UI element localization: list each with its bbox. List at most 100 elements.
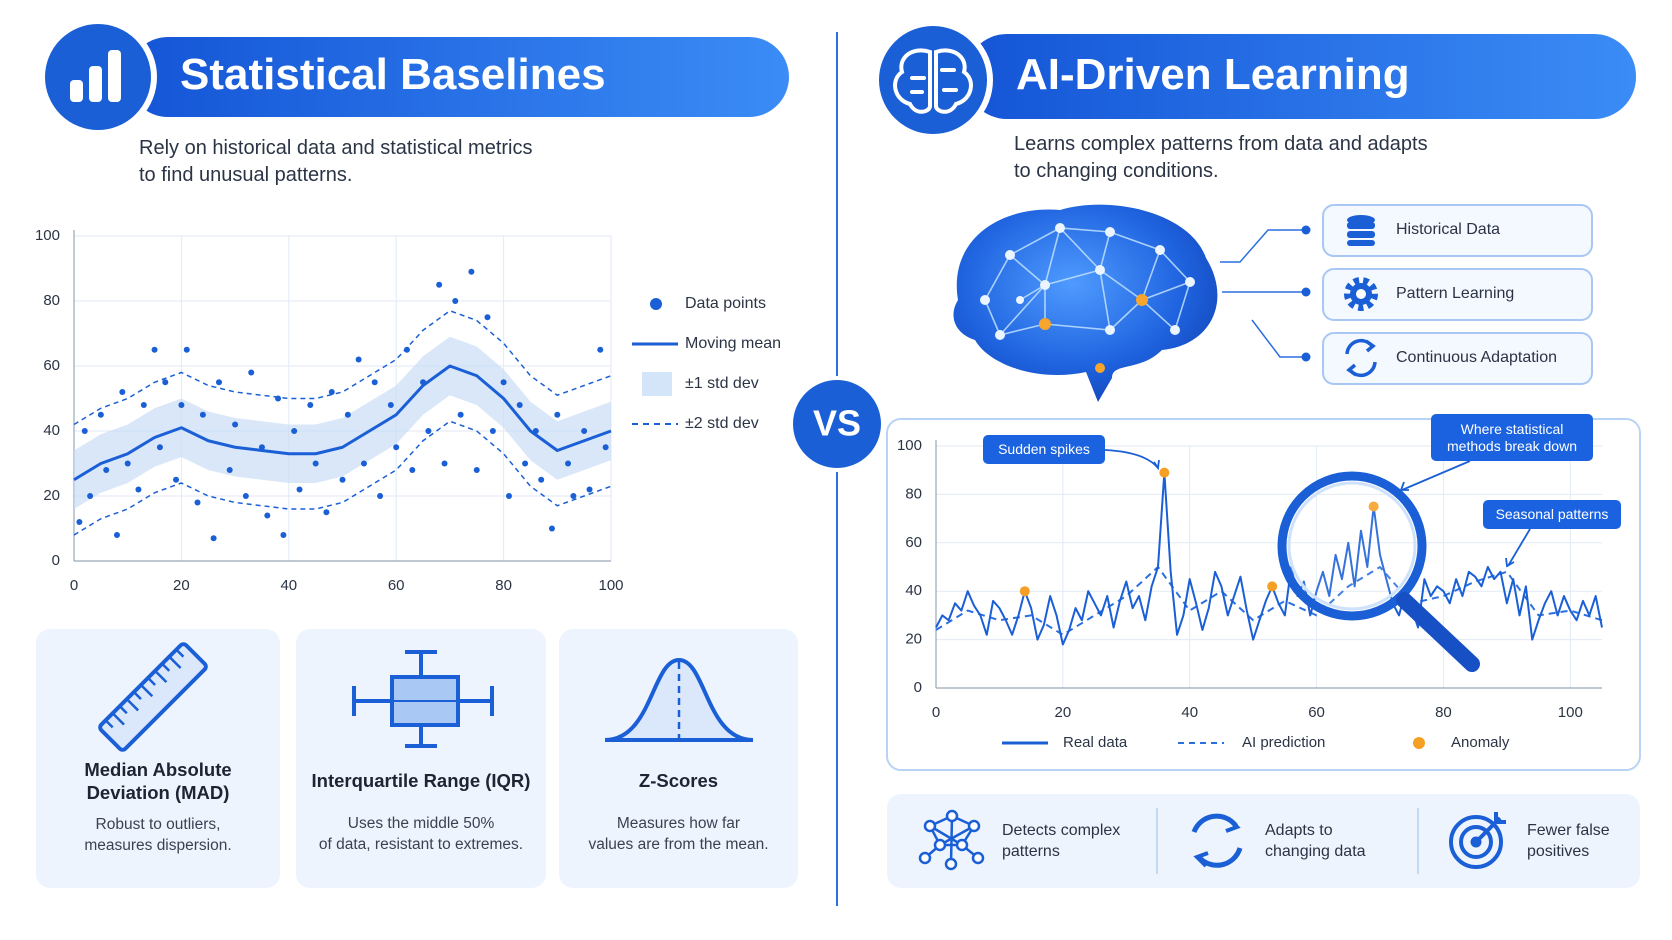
chart-card bbox=[886, 418, 1641, 771]
std-bound bbox=[73, 309, 612, 426]
anomaly-point bbox=[1019, 586, 1030, 597]
std-bound bbox=[73, 420, 612, 536]
step-label: Historical Data bbox=[1396, 221, 1501, 238]
card-desc: Robust to outliers, measures dispersion. bbox=[36, 814, 280, 856]
data-point bbox=[387, 402, 394, 408]
x-tick-label: 20 bbox=[1055, 704, 1072, 721]
x-tick-label: 40 bbox=[1181, 704, 1198, 721]
y-tick-label: 40 bbox=[905, 582, 922, 599]
subtitle-line: to changing conditions. bbox=[1014, 160, 1219, 182]
card bbox=[296, 629, 546, 888]
refresh-icon bbox=[1345, 338, 1377, 378]
annotation-line: Seasonal patterns bbox=[1495, 506, 1609, 522]
benefit: Detects complex patterns bbox=[1002, 820, 1120, 862]
boxplot-icon bbox=[352, 650, 494, 748]
data-point bbox=[97, 411, 104, 418]
data-point bbox=[215, 379, 222, 386]
data-point bbox=[194, 499, 201, 506]
data-point bbox=[554, 411, 561, 418]
x-tick-label: 60 bbox=[388, 577, 405, 594]
data-point bbox=[344, 411, 351, 418]
data-point bbox=[113, 532, 120, 538]
data-point bbox=[377, 493, 384, 499]
data-point bbox=[264, 512, 271, 519]
data-point bbox=[597, 346, 604, 353]
data-point bbox=[532, 428, 539, 434]
data-point bbox=[140, 402, 147, 408]
step-label: Pattern Learning bbox=[1396, 285, 1515, 302]
card-title: Deviation (MAD) bbox=[86, 782, 230, 803]
legend-symbol bbox=[642, 372, 672, 396]
target-icon bbox=[1449, 812, 1506, 869]
legend-label: Moving mean bbox=[685, 335, 781, 352]
annotation-line: methods break down bbox=[1447, 437, 1577, 454]
y-tick-label: 20 bbox=[905, 631, 922, 648]
x-tick-label: 100 bbox=[598, 577, 623, 594]
data-point bbox=[323, 509, 330, 516]
data-point bbox=[500, 379, 507, 386]
card-title: Median Absolute bbox=[84, 759, 232, 780]
data-point bbox=[484, 314, 491, 321]
legend-label: ±2 std dev bbox=[685, 415, 759, 432]
chart-ai: 0 20 40 60 80 100 0 20 40 60 80 100 Real data AI pred… bbox=[897, 437, 1603, 751]
y-tick-label: 80 bbox=[905, 485, 922, 502]
annotation: Where statistical methods break down bbox=[1431, 414, 1593, 461]
card-text: Z-Scores Measures how far values are from… bbox=[559, 769, 798, 855]
data-point bbox=[275, 395, 282, 402]
y-tick-label: 60 bbox=[905, 534, 922, 551]
annotation-line: Sudden spikes bbox=[998, 441, 1090, 457]
benefit: Fewer false positives bbox=[1527, 820, 1610, 862]
data-point bbox=[570, 493, 577, 499]
x-tick-label: 80 bbox=[1435, 704, 1452, 721]
card-text: Interquartile Range (IQR) Uses the middl… bbox=[296, 769, 546, 855]
data-point bbox=[452, 298, 459, 304]
y-tick-label: 20 bbox=[43, 487, 60, 504]
data-point bbox=[339, 476, 346, 483]
card-desc: Measures how far values are from the mean… bbox=[559, 813, 798, 855]
data-point bbox=[226, 467, 233, 473]
data-point bbox=[436, 281, 443, 288]
subtitle-line: Rely on historical data and statistical … bbox=[139, 137, 533, 159]
desc-line: of data, resistant to extremes. bbox=[318, 836, 524, 853]
right-title: AI-Driven Learning bbox=[1016, 50, 1410, 99]
legend-symbol bbox=[1413, 737, 1425, 749]
legend-label: Data points bbox=[685, 295, 766, 312]
data-point bbox=[312, 460, 319, 467]
y-tick-label: 100 bbox=[897, 437, 922, 454]
legend-symbol bbox=[650, 298, 662, 310]
anomaly-point bbox=[1368, 501, 1379, 512]
data-point bbox=[602, 444, 609, 451]
gear-icon bbox=[1344, 277, 1378, 311]
data-line bbox=[73, 364, 612, 482]
y-tick-label: 60 bbox=[43, 357, 60, 374]
y-tick-label: 0 bbox=[914, 679, 922, 696]
x-tick-label: 40 bbox=[280, 577, 297, 594]
data-point bbox=[162, 379, 169, 386]
desc-line: Robust to outliers, bbox=[95, 816, 221, 833]
bar-icon bbox=[70, 50, 121, 102]
connectors bbox=[1220, 229, 1306, 358]
annotation-line: Where statistical bbox=[1460, 420, 1564, 437]
desc-line: Measures how far bbox=[616, 815, 741, 832]
benefit-line: positives bbox=[1527, 843, 1590, 860]
cycle-icon bbox=[1191, 813, 1243, 868]
data-point bbox=[505, 493, 512, 499]
data-point bbox=[548, 525, 555, 532]
legend-label: Anomaly bbox=[1451, 734, 1510, 751]
data-point bbox=[248, 369, 255, 376]
data-point bbox=[291, 428, 298, 434]
data-point bbox=[173, 476, 180, 483]
header-icon bbox=[873, 20, 993, 140]
card-title: Z-Scores bbox=[638, 770, 719, 791]
annotation: Sudden spikes bbox=[983, 435, 1105, 464]
data-point bbox=[199, 411, 206, 418]
data-point bbox=[457, 411, 464, 418]
step-boxes bbox=[1322, 204, 1593, 385]
vs-label: VS bbox=[813, 403, 861, 444]
y-tick-label: 80 bbox=[43, 292, 60, 309]
data-point bbox=[586, 486, 593, 493]
title-pill bbox=[128, 37, 789, 117]
data-point bbox=[280, 532, 287, 538]
data-point bbox=[328, 389, 335, 395]
